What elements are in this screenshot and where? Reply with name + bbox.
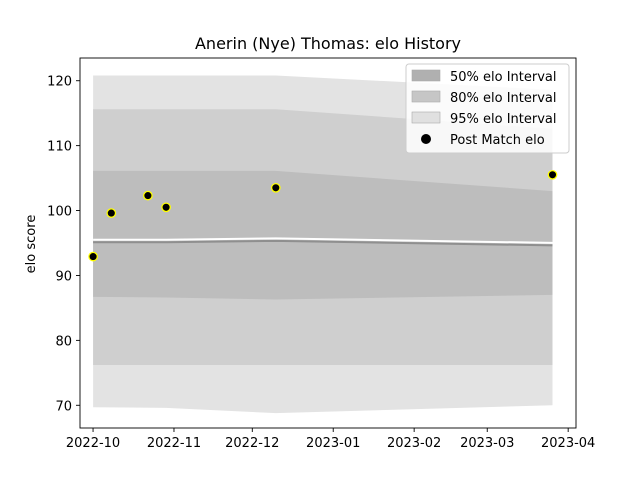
legend-swatch (411, 90, 441, 103)
data-point (106, 208, 117, 218)
data-point (143, 190, 153, 201)
y-tick-label: 90 (55, 269, 72, 284)
x-tick-label: 2023-03 (460, 436, 514, 451)
x-tick-label: 2023-01 (306, 436, 360, 451)
legend-label: 50% elo Interval (450, 70, 557, 85)
legend-marker (421, 134, 431, 144)
y-tick-label: 70 (55, 399, 72, 414)
mean-line-highlight (93, 237, 553, 244)
y-axis-ticks: 70 80 90 100 110 120 (47, 75, 80, 414)
data-point (270, 182, 281, 193)
x-tick-label: 2022-12 (225, 436, 279, 451)
data-points (88, 169, 558, 262)
data-point (88, 251, 98, 262)
data-point (161, 202, 171, 213)
x-axis-ticks: 2022-10 2022-11 2022-12 2023-01 2023-02 2023-… (66, 428, 595, 451)
y-tick-label: 110 (47, 140, 72, 155)
x-tick-label: 2023-04 (541, 436, 595, 451)
mean-line-layer (93, 237, 553, 247)
legend-swatch (411, 69, 441, 82)
x-tick-label: 2023-02 (387, 436, 441, 451)
legend-box (405, 63, 570, 154)
legend-label: 95% elo Interval (450, 112, 557, 127)
axes-frame (79, 57, 577, 429)
y-tick-label: 80 (55, 334, 72, 349)
chart-title: Anerin (Nye) Thomas: elo History (195, 34, 461, 53)
legend-label: 80% elo Interval (450, 91, 557, 106)
interval-bands (93, 75, 553, 414)
data-point (547, 169, 558, 180)
mean-line (93, 239, 553, 247)
x-tick-label: 2022-10 (66, 436, 120, 451)
x-tick-label: 2022-11 (147, 436, 201, 451)
y-tick-label: 120 (47, 75, 72, 90)
legend-label: Post Match elo (450, 133, 545, 148)
band-50 (93, 170, 553, 300)
legend: 50% elo Interval 80% elo Interval 95% elo … (405, 63, 570, 154)
legend-swatch (411, 111, 441, 124)
y-tick-label: 100 (47, 205, 72, 220)
y-axis-label: elo score (24, 215, 39, 274)
